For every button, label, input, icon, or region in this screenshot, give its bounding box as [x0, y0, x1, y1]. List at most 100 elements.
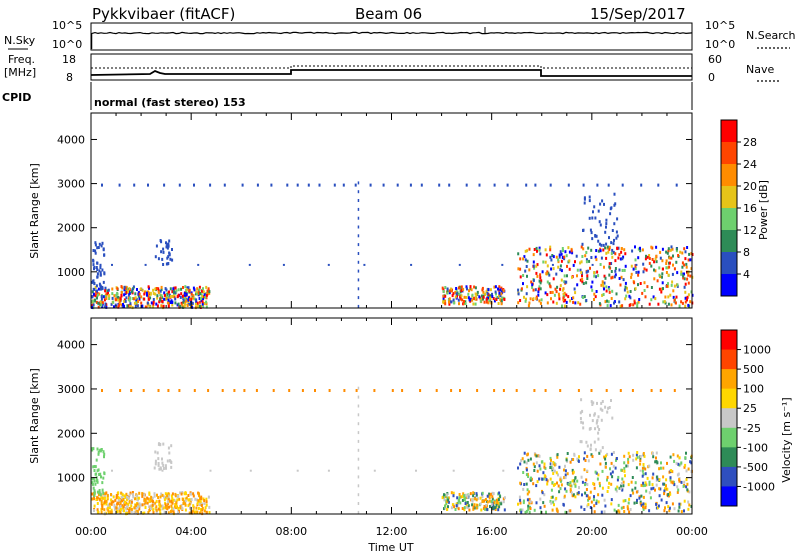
echo-cell	[209, 183, 212, 187]
echo-cell	[582, 421, 584, 425]
echo-cell	[91, 477, 94, 481]
echo-cell	[369, 183, 372, 187]
echo-cell	[593, 298, 595, 301]
echo-cell	[167, 511, 170, 515]
echo-cell	[563, 494, 566, 498]
colorbar-swatch	[721, 369, 737, 390]
echo-cell	[137, 294, 140, 298]
echo-cell	[187, 504, 190, 508]
echo-cell	[650, 487, 653, 491]
echo-cell	[117, 296, 120, 299]
echo-cell	[529, 507, 532, 510]
echo-cell	[667, 247, 670, 251]
echo-cell	[475, 293, 478, 297]
echo-cell	[493, 500, 496, 504]
echo-cell	[453, 505, 456, 509]
echo-cell	[121, 499, 124, 503]
echo-cell	[669, 478, 672, 482]
echo-cell	[106, 496, 109, 500]
echo-cell	[626, 286, 628, 290]
echo-cell	[627, 501, 630, 505]
echo-cell	[683, 480, 686, 484]
echo-cell	[169, 459, 172, 463]
echo-cell	[485, 504, 488, 507]
echo-cell	[629, 494, 632, 498]
echo-cell	[650, 286, 653, 289]
echo-cell	[544, 248, 547, 252]
time-tick-label: 12:00	[376, 525, 408, 538]
echo-cell	[189, 492, 192, 496]
echo-cell	[655, 254, 658, 258]
echo-cell	[198, 297, 201, 300]
echo-cell	[605, 218, 608, 222]
echo-cell	[634, 287, 637, 291]
echo-cell	[500, 299, 503, 303]
noise-right-label: N.Search	[746, 29, 796, 42]
echo-cell	[110, 498, 113, 502]
echo-cell	[612, 451, 615, 454]
echo-cell	[197, 499, 200, 503]
echo-cell	[598, 302, 601, 306]
echo-cell	[684, 290, 687, 294]
echo-cell	[207, 389, 210, 392]
echo-cell	[651, 483, 654, 487]
echo-cell	[665, 266, 668, 270]
echo-cell	[98, 301, 101, 305]
echo-cell	[162, 304, 165, 308]
echo-cell	[623, 268, 626, 272]
echo-cell	[550, 267, 553, 271]
echo-cell	[205, 285, 208, 289]
echo-cell	[134, 292, 137, 296]
echo-cell	[677, 509, 680, 513]
echo-cell	[125, 492, 128, 496]
echo-cell	[678, 502, 681, 506]
echo-cell	[484, 507, 487, 511]
echo-cell	[152, 510, 155, 514]
echo-cell	[587, 498, 590, 502]
echo-cell	[671, 502, 674, 506]
echo-cell	[645, 268, 648, 272]
echo-cell	[595, 249, 598, 252]
echo-cell	[296, 183, 299, 187]
echo-cell	[118, 302, 121, 306]
echo-cell	[119, 500, 122, 504]
echo-cell	[466, 495, 469, 499]
echo-cell	[671, 280, 674, 284]
echo-cell	[637, 247, 640, 251]
echo-cell	[183, 294, 186, 298]
echo-cell	[123, 293, 126, 297]
echo-cell	[171, 492, 174, 496]
echo-cell	[546, 293, 549, 297]
echo-cell	[536, 263, 539, 267]
echo-cell	[106, 494, 109, 498]
echo-cell	[202, 497, 205, 501]
echo-cell	[107, 503, 110, 507]
echo-cell	[116, 510, 119, 513]
echo-cell	[128, 299, 131, 302]
echo-cell	[528, 510, 531, 514]
echo-cell	[670, 245, 673, 249]
echo-cell	[135, 506, 138, 510]
echo-cell	[636, 304, 639, 308]
echo-cell	[603, 265, 605, 269]
echo-cell	[189, 297, 191, 301]
echo-cell	[572, 300, 575, 304]
echo-cell	[115, 293, 118, 297]
echo-cell	[498, 491, 501, 495]
echo-cell	[171, 501, 174, 505]
echo-cell	[603, 510, 606, 514]
echo-cell	[642, 481, 645, 485]
echo-cell	[96, 496, 99, 500]
echo-cell	[595, 499, 598, 503]
echo-cell	[98, 449, 101, 453]
echo-cell	[597, 437, 600, 441]
echo-cell	[606, 475, 609, 479]
echo-cell	[519, 267, 522, 271]
echo-cell	[634, 481, 637, 485]
echo-cell	[449, 287, 452, 291]
echo-cell	[113, 504, 116, 507]
colorbar-tick-label: 16	[743, 202, 757, 215]
echo-cell	[108, 502, 111, 506]
